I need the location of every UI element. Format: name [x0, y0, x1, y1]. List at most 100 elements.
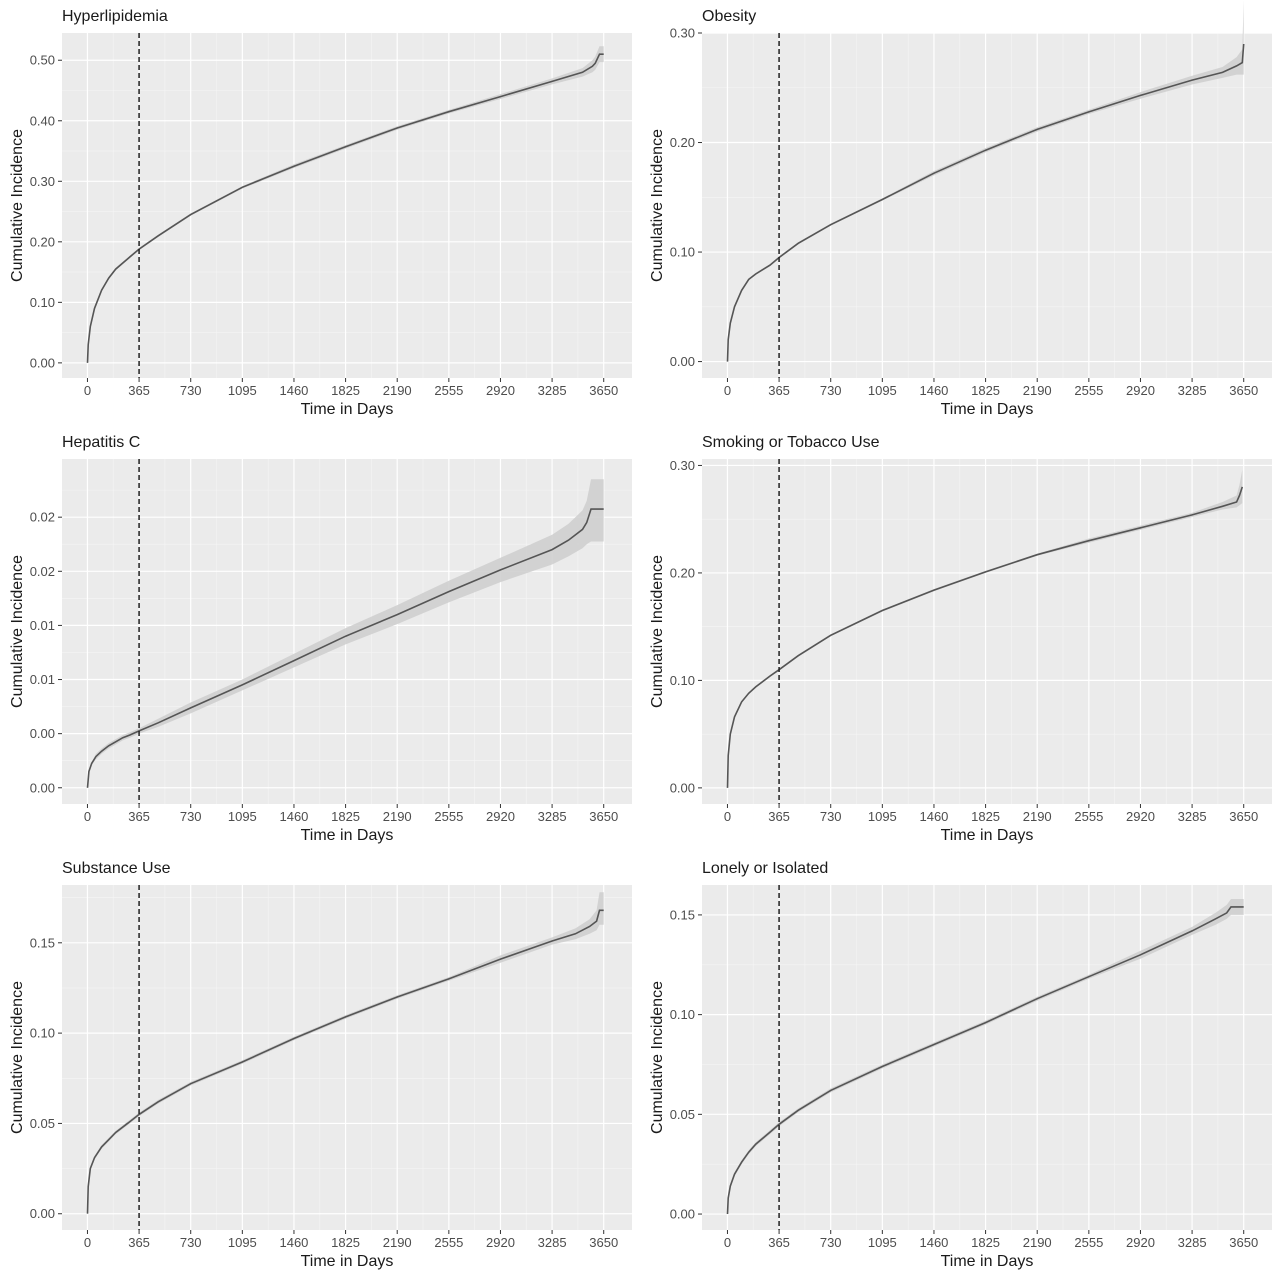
- x-tick-label: 1825: [971, 809, 1000, 824]
- x-tick-label: 0: [724, 383, 731, 398]
- y-tick-label: 0.00: [30, 726, 55, 741]
- y-tick-label: 0.00: [670, 1207, 695, 1222]
- y-tick-label: 0.01: [30, 618, 55, 633]
- y-tick-label: 0.10: [30, 295, 55, 310]
- x-tick-label: 730: [180, 809, 202, 824]
- x-tick-label: 1460: [279, 1235, 308, 1250]
- panel-obesity: 0 365 730 1095 1460 1825 2190 2555 2920 3285 3650 0…: [640, 0, 1280, 426]
- x-tick-label: 730: [820, 383, 842, 398]
- y-tick-label: 0.20: [670, 565, 695, 580]
- x-tick-label: 3285: [538, 1235, 567, 1250]
- x-tick-label: 2555: [1074, 1235, 1103, 1250]
- cumulative-incidence-line: [726, 486, 1244, 788]
- x-axis-label: Time in Days: [941, 401, 1034, 418]
- x-tick-label: 2920: [486, 809, 515, 824]
- y-tick-label: 0.30: [30, 174, 55, 189]
- y-tick-label: 0.30: [670, 26, 695, 41]
- plot-background: [702, 33, 1272, 378]
- x-tick-label: 1825: [331, 809, 360, 824]
- x-tick-label: 730: [820, 1235, 842, 1250]
- x-tick-label: 2190: [383, 383, 412, 398]
- chart-obesity: 0 365 730 1095 1460 1825 2190 2555 2920 3285 3650 0…: [649, 0, 1272, 418]
- x-tick-label: 1460: [919, 809, 948, 824]
- x-tick-label: 2920: [486, 383, 515, 398]
- x-axis-label: Time in Days: [941, 1253, 1034, 1270]
- y-axis-label: Cumulative Incidence: [9, 129, 26, 282]
- x-tick-label: 1825: [971, 383, 1000, 398]
- x-tick-label: 1095: [228, 1235, 257, 1250]
- chart-lonely-or-isolated: 0 365 730 1095 1460 1825 2190 2555 2920 3285 3650 0…: [649, 860, 1272, 1270]
- x-tick-label: 2555: [434, 1235, 463, 1250]
- y-tick-label: 0.50: [30, 53, 55, 68]
- x-tick-label: 730: [180, 1235, 202, 1250]
- y-axis-label: Cumulative Incidence: [9, 555, 26, 708]
- panel-smoking-or-tobacco-use: 0 365 730 1095 1460 1825 2190 2555 2920 3285 3650 0…: [640, 426, 1280, 852]
- x-tick-label: 3650: [1229, 809, 1258, 824]
- y-tick-label: 0.02: [30, 510, 55, 525]
- y-axis-label: Cumulative Incidence: [9, 981, 26, 1134]
- cumulative-incidence-line: [726, 43, 1245, 362]
- x-tick-label: 1460: [279, 383, 308, 398]
- y-tick-label: 0.10: [670, 673, 695, 688]
- y-tick-label: 0.00: [670, 354, 695, 369]
- x-tick-label: 365: [768, 1235, 790, 1250]
- cumulative-incidence-line: [86, 508, 604, 788]
- x-tick-label: 3285: [538, 383, 567, 398]
- y-tick-label: 0.40: [30, 113, 55, 128]
- x-tick-label: 0: [84, 383, 91, 398]
- plot-background: [62, 885, 632, 1230]
- x-tick-label: 1825: [331, 383, 360, 398]
- panel-hyperlipidemia: 0 365 730 1095 1460 1825 2190 2555 2920 3285 3650 0…: [0, 0, 640, 426]
- x-tick-label: 3650: [589, 383, 618, 398]
- x-tick-label: 2555: [1074, 809, 1103, 824]
- y-tick-label: 0.00: [30, 355, 55, 370]
- x-tick-label: 3650: [1229, 1235, 1258, 1250]
- y-tick-label: 0.15: [670, 907, 695, 922]
- panel-title: Hepatitis C: [62, 434, 140, 451]
- y-tick-label: 0.20: [30, 234, 55, 249]
- y-tick-label: 0.02: [30, 564, 55, 579]
- x-tick-label: 365: [128, 383, 150, 398]
- x-tick-label: 1825: [331, 1235, 360, 1250]
- x-tick-label: 0: [724, 809, 731, 824]
- y-tick-label: 0.30: [670, 458, 695, 473]
- chart-hepatitis-c: 0 365 730 1095 1460 1825 2190 2555 2920 3285 3650 0…: [9, 434, 632, 844]
- y-tick-label: 0.01: [30, 672, 55, 687]
- x-tick-label: 1460: [279, 809, 308, 824]
- y-tick-label: 0.05: [30, 1116, 55, 1131]
- x-tick-label: 730: [180, 383, 202, 398]
- x-tick-label: 3650: [1229, 383, 1258, 398]
- x-tick-label: 730: [820, 809, 842, 824]
- chart-hyperlipidemia: 0 365 730 1095 1460 1825 2190 2555 2920 3285 3650 0…: [9, 8, 632, 418]
- x-tick-label: 1095: [868, 383, 897, 398]
- y-tick-label: 0.15: [30, 935, 55, 950]
- x-tick-label: 1095: [228, 383, 257, 398]
- plot-background: [702, 885, 1272, 1230]
- y-tick-label: 0.00: [30, 780, 55, 795]
- plot-background: [702, 459, 1272, 804]
- y-tick-label: 0.20: [670, 135, 695, 150]
- x-tick-label: 3285: [1178, 1235, 1207, 1250]
- x-tick-label: 2555: [434, 809, 463, 824]
- y-axis-label: Cumulative Incidence: [649, 981, 666, 1134]
- x-tick-label: 2920: [1126, 383, 1155, 398]
- x-tick-label: 365: [768, 809, 790, 824]
- x-tick-label: 2190: [383, 1235, 412, 1250]
- x-tick-label: 0: [84, 1235, 91, 1250]
- confidence-band: [87, 479, 604, 788]
- panel-lonely-or-isolated: 0 365 730 1095 1460 1825 2190 2555 2920 3285 3650 0…: [640, 852, 1280, 1278]
- x-tick-label: 365: [128, 809, 150, 824]
- x-tick-label: 2190: [383, 809, 412, 824]
- x-tick-label: 365: [128, 1235, 150, 1250]
- y-tick-label: 0.10: [670, 1007, 695, 1022]
- panel-substance-use: 0 365 730 1095 1460 1825 2190 2555 2920 3285 3650 0…: [0, 852, 640, 1278]
- cumulative-incidence-line: [86, 53, 604, 363]
- x-axis-label: Time in Days: [941, 827, 1034, 844]
- y-tick-label: 0.00: [30, 1206, 55, 1221]
- x-tick-label: 1095: [868, 1235, 897, 1250]
- x-axis-label: Time in Days: [301, 827, 394, 844]
- x-tick-label: 1095: [868, 809, 897, 824]
- cumulative-incidence-line: [726, 906, 1244, 1215]
- y-axis-label: Cumulative Incidence: [649, 555, 666, 708]
